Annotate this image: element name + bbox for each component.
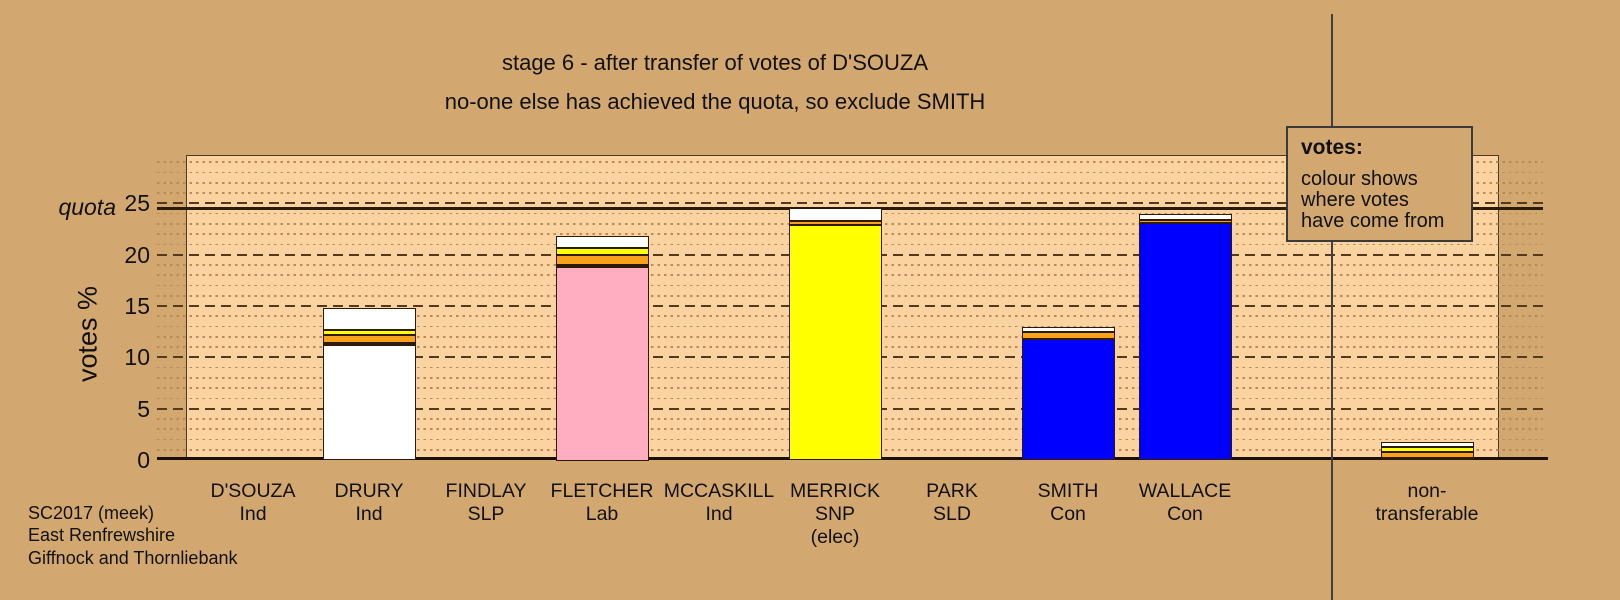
legend-text-line: have come from — [1301, 210, 1445, 232]
y-tick-label: 15 — [124, 292, 150, 319]
x-label-line: SLP — [467, 503, 505, 525]
x-label-line: DRURY — [334, 480, 404, 502]
x-label-line: MCCASKILL — [663, 480, 775, 502]
x-label-line: transferable — [1375, 503, 1479, 525]
election-info-line3: Giffnock and Thornliebank — [28, 547, 238, 568]
x-label-non-transferable: non-transferable — [1342, 480, 1512, 526]
x-label-mccaskill: MCCASKILL Ind — [634, 480, 804, 526]
x-label-line: SMITH — [1037, 480, 1099, 502]
chart-title-line1: stage 6 - after transfer of votes of D'S… — [501, 50, 929, 75]
election-info-line2: East Renfrewshire — [28, 525, 176, 546]
x-label-wallace: WALLACE Con — [1100, 480, 1270, 526]
y-tick-label: 20 — [124, 241, 150, 268]
y-tick-label: 25 — [124, 190, 150, 217]
x-axis-baseline — [157, 457, 1548, 460]
x-label-drury: DRURY Ind — [284, 480, 454, 526]
x-label-line: D'SOUZA — [210, 480, 296, 502]
x-label-merrick: MERRICK SNP (elec) — [750, 480, 920, 549]
x-label-line: (elec) — [810, 526, 860, 548]
quota-label: quota — [58, 194, 116, 220]
x-label-line: Ind — [239, 503, 267, 525]
y-tick-label: 5 — [137, 395, 150, 422]
chart-title-line2: no-one else has achieved the quota, so e… — [444, 89, 986, 114]
x-label-fletcher: FLETCHER Lab — [517, 480, 687, 526]
x-label-line: MERRICK — [790, 480, 880, 502]
x-label-line: WALLACE — [1138, 480, 1232, 502]
x-label-line: SNP — [814, 503, 856, 525]
election-info-line1: SC2017 (meek) — [28, 503, 155, 523]
x-label-line: non- — [1407, 480, 1447, 502]
x-label-findlay: FINDLAY SLP — [401, 480, 571, 526]
legend-text-line: where votes — [1301, 189, 1409, 211]
x-label-park: PARK SLD — [867, 480, 1037, 526]
x-label-line: Con — [1050, 503, 1086, 525]
legend-title: votes: — [1301, 136, 1363, 159]
y-axis-title: votes % — [72, 285, 103, 383]
x-label-line: FLETCHER — [550, 480, 654, 502]
x-label-line: Con — [1167, 503, 1203, 525]
y-tick-label: 0 — [137, 447, 150, 473]
x-label-line: Lab — [585, 503, 619, 525]
x-label-line: Ind — [705, 503, 733, 525]
non-transferable-separator-line — [1331, 14, 1333, 600]
x-label-line: SLD — [933, 503, 971, 525]
legend-text-line: colour shows — [1301, 168, 1418, 190]
y-tick-label: 10 — [124, 344, 150, 371]
legend-box: votes: colour shows where votes have com… — [1286, 126, 1473, 242]
election-info: SC2017 (meek) East Renfrewshire Giffnock… — [28, 502, 237, 569]
x-label-line: PARK — [926, 480, 978, 502]
x-label-line: Ind — [355, 503, 383, 525]
x-label-d-souza: D'SOUZA Ind — [168, 480, 338, 526]
x-label-line: FINDLAY — [445, 480, 527, 502]
x-label-smith: SMITH Con — [983, 480, 1153, 526]
